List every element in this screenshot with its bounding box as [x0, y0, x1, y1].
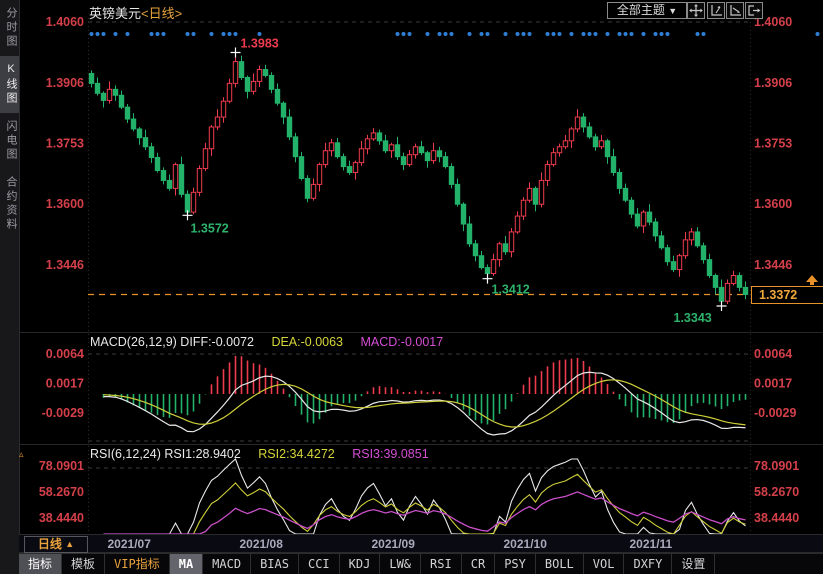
sidebar-item-3[interactable]: 闪电图 [5, 120, 17, 162]
sidebar-item-4[interactable]: 合约资料 [5, 176, 17, 232]
toolbar-item-CCI[interactable]: CCI [299, 554, 340, 574]
toolbar-item-MA[interactable]: MA [169, 554, 204, 574]
svg-text:1.3906: 1.3906 [46, 76, 84, 90]
svg-text:1.3600: 1.3600 [46, 197, 84, 211]
toolbar-item-PSY[interactable]: PSY [495, 554, 536, 574]
instrument-period-tag: <日线> [141, 6, 183, 21]
toolbar-item-VOL[interactable]: VOL [584, 554, 625, 574]
rsi-panel [103, 458, 746, 535]
macd-panel [102, 355, 747, 436]
rsi-params-rsi1: RSI(6,12,24) RSI1:28.9402 [90, 447, 241, 461]
toolbar-item-CR[interactable]: CR [462, 554, 496, 574]
macd-header: MACD(26,12,9) DIFF:-0.0072 DEA:-0.0063 M… [90, 335, 443, 349]
toolbar-item-设置[interactable]: 设置 [672, 554, 716, 574]
chevron-down-icon: ▼ [668, 6, 678, 16]
last-price-box: 1.3372 [751, 286, 823, 304]
candlestick-series [88, 52, 749, 307]
toolbar-item-DXFY[interactable]: DXFY [624, 554, 673, 574]
x-axis-month-label: 2021/09 [371, 537, 415, 551]
toolbar-item-BIAS[interactable]: BIAS [251, 554, 299, 574]
toolbar-item-MACD[interactable]: MACD [203, 554, 252, 574]
macd-params-diff: MACD(26,12,9) DIFF:-0.0072 [90, 335, 254, 349]
price-up-arrow-stem [810, 282, 814, 285]
macd-bar-value: MACD:-0.0017 [360, 335, 444, 349]
svg-text:0.0017: 0.0017 [46, 377, 84, 391]
svg-text:78.0901: 78.0901 [39, 459, 84, 473]
svg-text:1.4060: 1.4060 [46, 15, 84, 29]
x-axis-month-label: 2021/11 [629, 537, 673, 551]
toolbar-item-指标[interactable]: 指标 [19, 554, 63, 574]
indicator-toolbar: 指标 模板 VIP指标 MA MACD BIAS CCI KDJ LW& RSI CR PSY BOLL… [19, 553, 823, 574]
x-axis-month-label: 2021/10 [503, 537, 547, 551]
svg-text:1.3446: 1.3446 [46, 258, 84, 272]
svg-text:1.3446: 1.3446 [754, 258, 792, 272]
svg-text:-0.0029: -0.0029 [42, 406, 84, 420]
scale-y-axis-icon[interactable] [707, 2, 725, 19]
chart-type-sidebar: 分时图 K线图闪电图合约资料 [0, 0, 20, 574]
svg-text:1.3753: 1.3753 [46, 137, 84, 151]
sidebar-item-1[interactable]: 分时图 [5, 7, 17, 49]
svg-text:-0.0029: -0.0029 [754, 406, 796, 420]
svg-text:1.3906: 1.3906 [754, 76, 792, 90]
timeframe-label: 日线 [37, 537, 62, 551]
svg-text:1.3983: 1.3983 [241, 37, 279, 51]
svg-text:1.3343: 1.3343 [674, 311, 712, 325]
svg-text:38.4440: 38.4440 [39, 511, 84, 525]
panel-flag-icon: ▵ [19, 449, 24, 459]
theme-dropdown[interactable]: 全部主题 ▼ [607, 2, 687, 19]
pan-icon[interactable] [687, 2, 705, 19]
svg-text:78.0901: 78.0901 [754, 459, 799, 473]
svg-text:0.0064: 0.0064 [754, 347, 792, 361]
triangle-up-icon: ▲ [65, 539, 75, 549]
toolbar-item-模板[interactable]: 模板 [62, 554, 106, 574]
sidebar-item-2[interactable]: K线图 [0, 56, 19, 113]
panel-divider [19, 332, 823, 333]
timeframe-selector[interactable]: 日线 ▲ [24, 536, 88, 553]
svg-text:1.3412: 1.3412 [492, 283, 530, 297]
toolbar-item-BOLL[interactable]: BOLL [536, 554, 584, 574]
toolbar-item-RSI[interactable]: RSI [421, 554, 462, 574]
toolbar-item-LW&[interactable]: LW& [380, 554, 422, 574]
instrument-name: 英镑美元 [89, 6, 142, 21]
theme-dropdown-label: 全部主题 [616, 3, 665, 17]
rsi3-value: RSI3:39.0851 [352, 447, 429, 461]
x-axis-band [19, 534, 823, 553]
panel-divider [19, 444, 823, 445]
export-icon[interactable] [745, 2, 763, 19]
rsi-header: RSI(6,12,24) RSI1:28.9402 RSI2:34.4272 R… [90, 447, 429, 461]
svg-text:58.2670: 58.2670 [754, 485, 799, 499]
toolbar-item-KDJ[interactable]: KDJ [340, 554, 381, 574]
svg-text:1.3572: 1.3572 [191, 221, 229, 235]
svg-text:0.0064: 0.0064 [46, 347, 84, 361]
svg-text:58.2670: 58.2670 [39, 485, 84, 499]
price-annotations: 1.3983 1.3572 1.3412 1.3343 [182, 37, 727, 325]
x-axis-month-label: 2021/08 [239, 537, 283, 551]
x-axis-month-label: 2021/07 [107, 537, 151, 551]
svg-text:1.3600: 1.3600 [754, 197, 792, 211]
toolbar-item-VIP指标[interactable]: VIP指标 [105, 554, 170, 574]
svg-text:0.0017: 0.0017 [754, 377, 792, 391]
svg-text:38.4440: 38.4440 [754, 511, 799, 525]
instrument-title: 英镑美元<日线> [89, 3, 182, 22]
svg-text:1.4060: 1.4060 [754, 15, 792, 29]
event-dots-row [89, 32, 820, 36]
price-axis-labels: 1.4060 1.4060 1.3906 1.3906 1.3753 1.3753 1.36… [39, 15, 799, 525]
macd-dea-value: DEA:-0.0063 [271, 335, 344, 349]
gridlines [88, 18, 751, 532]
price-up-arrow-icon [806, 275, 818, 282]
svg-text:1.3753: 1.3753 [754, 137, 792, 151]
scale-x-axis-icon[interactable] [726, 2, 744, 19]
rsi2-value: RSI2:34.4272 [258, 447, 335, 461]
